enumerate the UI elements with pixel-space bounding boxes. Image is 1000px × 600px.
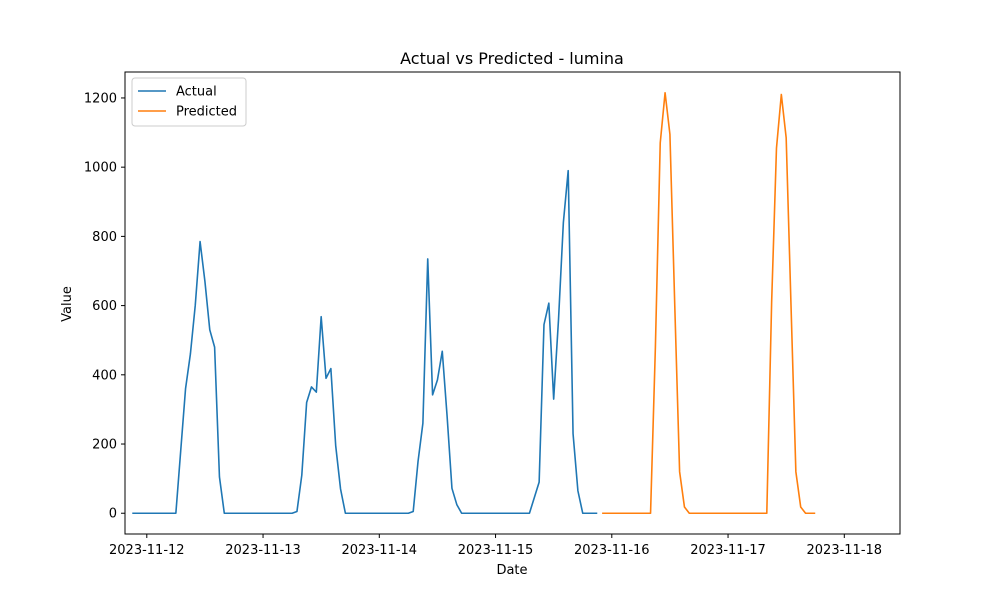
x-tick-label: 2023-11-15 <box>458 543 534 558</box>
y-tick-label: 800 <box>92 230 117 245</box>
x-tick-label: 2023-11-18 <box>807 543 883 558</box>
series-line-actual <box>132 169 598 515</box>
x-tick-label: 2023-11-13 <box>225 543 301 558</box>
y-axis-title: Value <box>60 286 75 322</box>
y-tick-label: 1200 <box>84 91 117 106</box>
y-tick-label: 1000 <box>84 161 117 176</box>
series-line-predicted <box>602 91 816 515</box>
legend: Actual Predicted <box>131 77 247 127</box>
legend-box <box>131 77 247 127</box>
legend-label-predicted: Predicted <box>176 105 237 120</box>
y-tick-label: 600 <box>92 299 117 314</box>
x-tick-label: 2023-11-14 <box>342 543 418 558</box>
y-tick-label: 400 <box>92 368 117 383</box>
chart-title: Actual vs Predicted - lumina <box>400 49 624 68</box>
y-tick-label: 0 <box>109 507 117 522</box>
x-tick-label: 2023-11-17 <box>690 543 766 558</box>
x-tick-label: 2023-11-16 <box>574 543 650 558</box>
legend-label-actual: Actual <box>176 85 217 100</box>
axes-frame <box>124 71 901 535</box>
x-tick-label: 2023-11-12 <box>109 543 185 558</box>
x-axis-title: Date <box>496 563 527 578</box>
y-tick-label: 200 <box>92 438 117 453</box>
plot-area: 2023-11-12 2023-11-13 2023-11-14 2023-11-15… <box>84 71 901 558</box>
